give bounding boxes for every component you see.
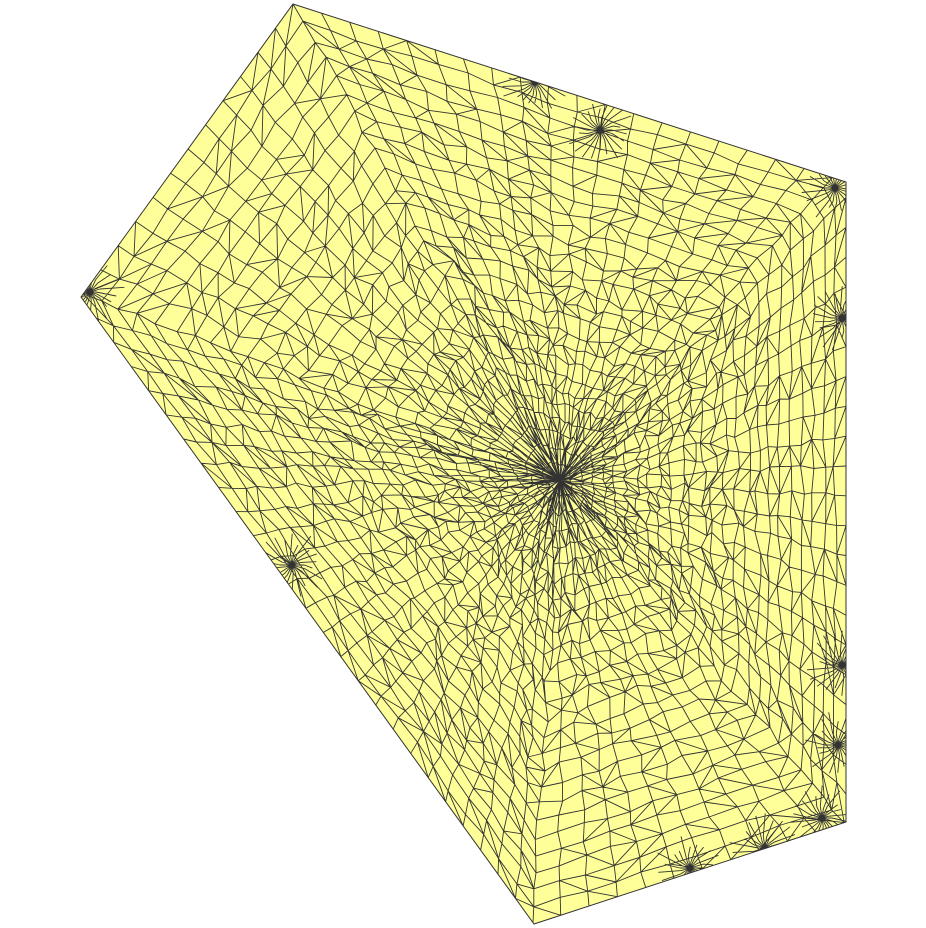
mesh-polygon-fill: [81, 4, 846, 924]
mesh-polygon-outline: [80, 3, 847, 925]
mesh-edges: [81, 4, 846, 923]
mesh-edge-lines: [81, 4, 846, 923]
